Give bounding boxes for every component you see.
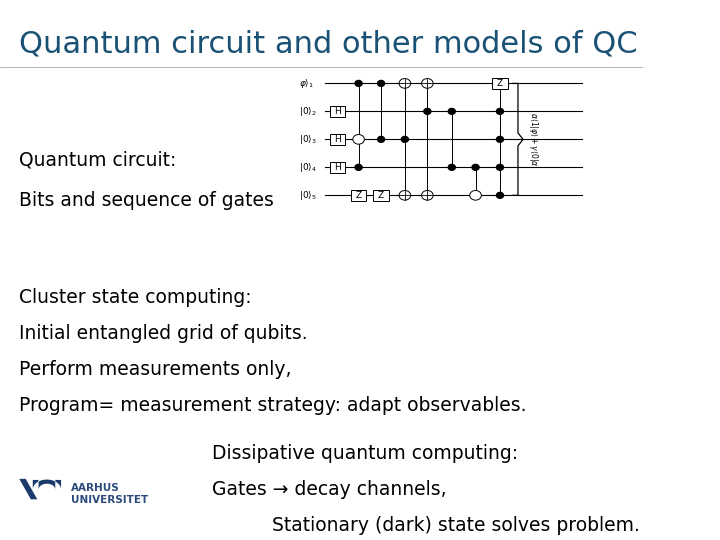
Circle shape [449,109,455,114]
Circle shape [422,78,433,88]
Circle shape [377,80,384,86]
Bar [330,161,345,173]
Circle shape [496,137,503,143]
Polygon shape [19,479,37,500]
Circle shape [472,164,479,170]
Text: Z: Z [497,79,503,88]
Text: $|0\rangle_3$: $|0\rangle_3$ [299,133,317,146]
Circle shape [424,109,431,114]
Text: $\varphi\rangle_1$: $\varphi\rangle_1$ [299,77,314,90]
Text: Gates → decay channels,: Gates → decay channels, [212,480,446,499]
Text: $\alpha\langle1|\varphi\rangle + \gamma\langle0|\alpha$: $\alpha\langle1|\varphi\rangle + \gamma\… [527,112,540,167]
Text: Quantum circuit and other models of QC: Quantum circuit and other models of QC [19,30,638,59]
Text: Initial entangled grid of qubits.: Initial entangled grid of qubits. [19,324,308,343]
Bar [330,105,345,117]
Text: Bits and sequence of gates: Bits and sequence of gates [19,191,274,210]
Text: Stationary (dark) state solves problem.: Stationary (dark) state solves problem. [212,516,640,535]
Bar [492,78,508,89]
Text: $|0\rangle_5$: $|0\rangle_5$ [299,189,317,202]
Text: H: H [334,135,341,144]
Circle shape [355,164,362,170]
Circle shape [355,80,362,86]
Text: $|0\rangle_2$: $|0\rangle_2$ [299,105,317,118]
Circle shape [422,191,433,200]
Text: Dissipative quantum computing:: Dissipative quantum computing: [212,444,518,463]
Text: AARHUS: AARHUS [71,483,120,493]
Bar [351,190,366,201]
Text: H: H [334,107,341,116]
Text: Program= measurement strategy: adapt observables.: Program= measurement strategy: adapt obs… [19,396,527,415]
Text: Z: Z [356,191,361,200]
Circle shape [353,134,364,144]
Polygon shape [33,480,61,490]
Circle shape [469,191,482,200]
Circle shape [496,164,503,170]
Circle shape [399,191,410,200]
Circle shape [399,78,410,88]
Text: Quantum circuit:: Quantum circuit: [19,151,176,170]
Text: Perform measurements only,: Perform measurements only, [19,360,292,379]
Text: H: H [334,163,341,172]
Text: Cluster state computing:: Cluster state computing: [19,288,252,307]
Circle shape [496,109,503,114]
Bar [374,190,389,201]
Text: $|0\rangle_4$: $|0\rangle_4$ [299,161,317,174]
Circle shape [496,192,503,198]
Text: Z: Z [378,191,384,200]
Circle shape [401,137,408,143]
Bar [330,133,345,145]
Circle shape [449,164,455,170]
Text: UNIVERSITET: UNIVERSITET [71,495,148,505]
Circle shape [377,137,384,143]
